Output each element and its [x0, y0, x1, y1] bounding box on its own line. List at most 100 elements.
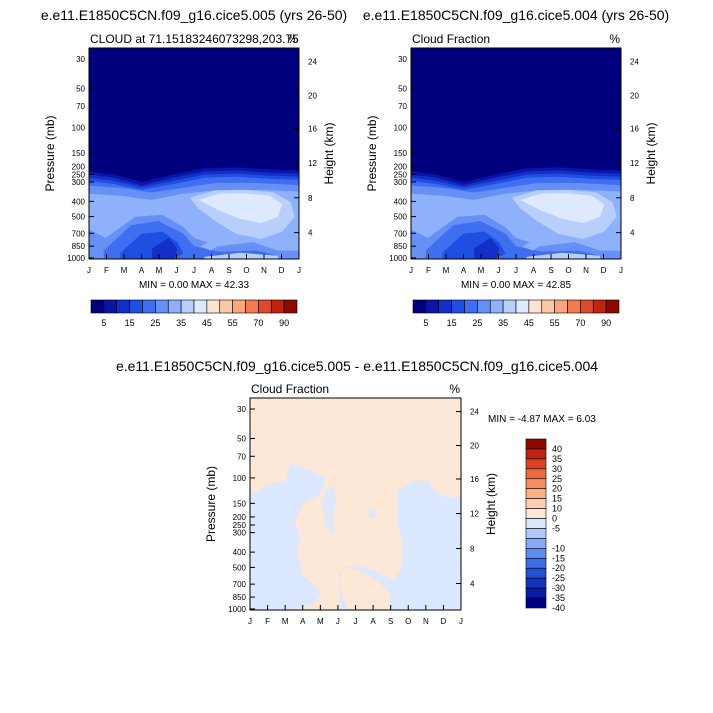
- y-right-tick-label: 12: [470, 510, 479, 519]
- colorbar-swatch: [605, 299, 620, 314]
- colorbar-swatch: [525, 577, 547, 589]
- colorbar-label: -30: [552, 583, 565, 593]
- y-right-tick-label: 20: [470, 441, 479, 450]
- colorbar-swatch: [592, 299, 607, 314]
- colorbar-swatch: [232, 299, 246, 314]
- colorbar-swatch: [258, 299, 272, 314]
- stats-label: MIN = 0.00 MAX = 42.85: [461, 280, 571, 291]
- colorbar-label: -25: [552, 573, 565, 583]
- colorbar-label: 25: [472, 318, 482, 328]
- colorbar-swatch: [525, 438, 547, 450]
- y-axis-right-label: Height (km): [644, 122, 658, 184]
- colorbar-swatch: [412, 299, 427, 314]
- chart-subtitle-right: %: [287, 32, 298, 46]
- y-tick-label: 700: [233, 580, 247, 589]
- colorbar-label: 25: [150, 318, 160, 328]
- colorbar-swatch: [525, 548, 547, 559]
- colorbar-swatch: [525, 498, 547, 509]
- chart-panel-3: e.e11.E1850C5CN.f09_g16.cice5.005 - e.e1…: [116, 358, 598, 626]
- colorbar-label: 35: [552, 454, 562, 464]
- colorbar-label: 40: [552, 444, 562, 454]
- y-tick-label: 400: [72, 197, 86, 206]
- colorbar-label: 20: [552, 484, 562, 494]
- contour-region: [338, 480, 461, 610]
- colorbar-label: 15: [552, 494, 562, 504]
- colorbar: 5 15 25 35 45 55 70 90: [90, 299, 298, 328]
- y-right-tick-label: 8: [470, 545, 475, 554]
- colorbar-label: -20: [552, 563, 565, 573]
- x-tick-label: M: [478, 266, 485, 275]
- colorbar-swatch: [525, 508, 547, 519]
- colorbar-swatch: [90, 299, 105, 314]
- y-tick-label: 150: [394, 149, 408, 158]
- colorbar-swatch: [525, 518, 547, 529]
- colorbar-swatch: [525, 458, 547, 470]
- x-tick-label: J: [336, 617, 340, 626]
- x-tick-label: J: [514, 266, 518, 275]
- colorbar-label: 55: [228, 318, 238, 328]
- y-tick-label: 100: [233, 474, 247, 483]
- x-tick-label: J: [459, 617, 463, 626]
- x-tick-label: D: [601, 266, 607, 275]
- y-tick-label: 700: [72, 229, 86, 238]
- y-right-tick-label: 24: [308, 58, 317, 67]
- colorbar-label: 90: [279, 318, 289, 328]
- y-right-tick-label: 4: [470, 580, 475, 589]
- y-right-tick-label: 20: [630, 91, 639, 100]
- colorbar-swatch: [142, 299, 156, 314]
- chart-subtitle-right: %: [609, 32, 620, 46]
- x-tick-label: J: [354, 617, 358, 626]
- contour-region: [526, 252, 600, 259]
- y-tick-label: 200: [72, 162, 86, 171]
- colorbar-swatch: [525, 488, 547, 499]
- y-tick-label: 30: [237, 405, 246, 414]
- colorbar-swatch: [525, 478, 547, 490]
- x-tick-label: N: [423, 617, 429, 626]
- x-tick-label: F: [426, 266, 431, 275]
- x-tick-label: F: [104, 266, 109, 275]
- x-tick-label: A: [531, 266, 537, 275]
- y-right-tick-label: 24: [470, 408, 479, 417]
- x-tick-label: O: [405, 617, 411, 626]
- colorbar-swatch: [580, 299, 594, 314]
- y-tick-label: 200: [394, 162, 408, 171]
- colorbar-label: 35: [176, 318, 186, 328]
- y-axis-right-label: Height (km): [322, 122, 336, 184]
- colorbar-label: -5: [552, 523, 560, 533]
- colorbar-label: -35: [552, 593, 565, 603]
- x-tick-label: N: [583, 266, 589, 275]
- colorbar-label: -15: [552, 553, 565, 563]
- y-right-tick-label: 12: [308, 159, 317, 168]
- colorbar-swatch: [451, 299, 465, 314]
- y-tick-label: 50: [237, 434, 246, 443]
- x-tick-label: O: [243, 266, 249, 275]
- colorbar-swatch: [180, 299, 195, 314]
- chart-panel-1: e.e11.E1850C5CN.f09_g16.cice5.005 (yrs 2…: [41, 7, 347, 328]
- y-right-tick-label: 8: [308, 194, 313, 203]
- x-tick-label: M: [156, 266, 163, 275]
- contour-region: [520, 193, 605, 224]
- contour-fills: [250, 398, 461, 610]
- y-tick-label: 1000: [389, 254, 407, 263]
- y-tick-label: 300: [72, 178, 86, 187]
- y-tick-label: 100: [72, 124, 86, 133]
- y-tick-label: 50: [76, 84, 85, 93]
- y-right-tick-label: 16: [308, 125, 317, 134]
- colorbar-swatch: [541, 299, 555, 314]
- colorbar-swatch: [103, 299, 118, 314]
- colorbar-swatch: [464, 299, 478, 314]
- colorbar-label: 45: [524, 318, 534, 328]
- y-tick-label: 500: [233, 563, 247, 572]
- colorbar-swatch: [219, 299, 233, 314]
- y-tick-label: 300: [394, 178, 408, 187]
- y-tick-label: 250: [394, 170, 408, 179]
- stats-label: MIN = -4.87 MAX = 6.03: [488, 414, 596, 425]
- colorbar-swatch: [525, 587, 547, 599]
- colorbar-swatch: [116, 299, 130, 314]
- x-tick-label: S: [388, 617, 393, 626]
- chart-subtitle-left: Cloud Fraction: [251, 382, 329, 396]
- x-tick-label: J: [297, 266, 301, 275]
- x-tick-label: M: [282, 617, 289, 626]
